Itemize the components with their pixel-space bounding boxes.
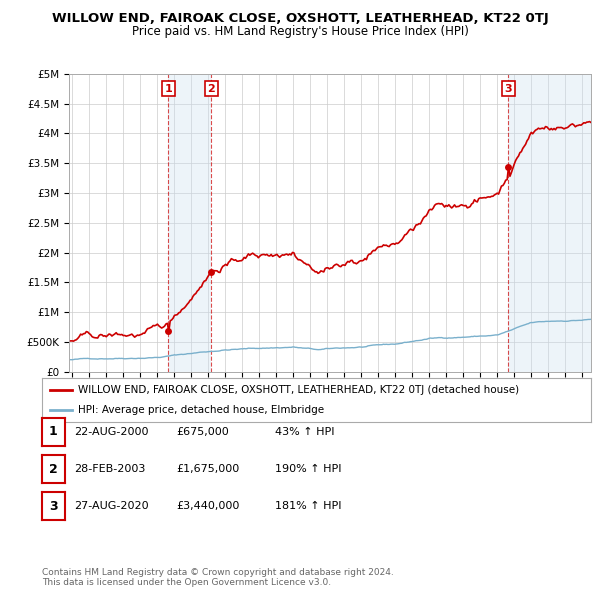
Text: 22-AUG-2000: 22-AUG-2000 [74,427,148,437]
Text: 1: 1 [164,84,172,94]
Text: 181% ↑ HPI: 181% ↑ HPI [275,502,341,511]
Text: WILLOW END, FAIROAK CLOSE, OXSHOTT, LEATHERHEAD, KT22 0TJ (detached house): WILLOW END, FAIROAK CLOSE, OXSHOTT, LEAT… [77,385,519,395]
Bar [169,74,211,372]
Text: 3: 3 [505,84,512,94]
Text: 2: 2 [49,463,58,476]
Text: HPI: Average price, detached house, Elmbridge: HPI: Average price, detached house, Elmb… [77,405,324,415]
Text: WILLOW END, FAIROAK CLOSE, OXSHOTT, LEATHERHEAD, KT22 0TJ: WILLOW END, FAIROAK CLOSE, OXSHOTT, LEAT… [52,12,548,25]
Text: Contains HM Land Registry data © Crown copyright and database right 2024.
This d: Contains HM Land Registry data © Crown c… [42,568,394,587]
Text: 1: 1 [49,425,58,438]
Text: £675,000: £675,000 [176,427,229,437]
Text: £3,440,000: £3,440,000 [176,502,239,511]
Text: 43% ↑ HPI: 43% ↑ HPI [275,427,334,437]
Text: 2: 2 [208,84,215,94]
Text: 28-FEB-2003: 28-FEB-2003 [74,464,145,474]
Bar [508,74,591,372]
Text: Price paid vs. HM Land Registry's House Price Index (HPI): Price paid vs. HM Land Registry's House … [131,25,469,38]
Text: 190% ↑ HPI: 190% ↑ HPI [275,464,341,474]
Text: 27-AUG-2020: 27-AUG-2020 [74,502,148,511]
Text: £1,675,000: £1,675,000 [176,464,239,474]
Text: 3: 3 [49,500,58,513]
